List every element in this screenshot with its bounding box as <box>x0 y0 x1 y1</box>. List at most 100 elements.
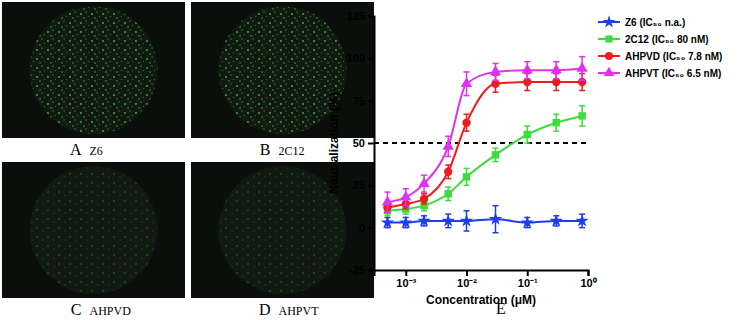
data-point <box>551 64 562 74</box>
error-bar-cap <box>579 80 585 82</box>
data-point <box>523 78 531 86</box>
x-tick: 10⁻² <box>457 270 477 289</box>
error-bar-cap <box>492 205 498 207</box>
x-tick-mark <box>466 270 468 276</box>
y-tick: 100 <box>347 52 374 64</box>
data-point <box>381 216 394 229</box>
axis-line <box>368 17 375 271</box>
micrograph-panel: C AHPVD <box>2 162 185 318</box>
error-bar-cap <box>553 61 559 63</box>
y-tick-mark <box>368 270 374 272</box>
data-point <box>462 118 470 126</box>
error-bar-cap <box>384 227 390 229</box>
y-tick-label: 50 <box>353 137 365 149</box>
x-tick-label: 10⁻¹ <box>518 277 538 289</box>
error-bar-cap <box>579 56 585 58</box>
panel-name: AHPVD <box>90 304 132 318</box>
error-bar-cap <box>524 125 530 127</box>
plot-area <box>374 57 588 233</box>
stained-cells <box>30 166 158 294</box>
error-bar-cap <box>384 191 390 193</box>
error-bar-cap <box>524 142 530 144</box>
y-tick-label: -25 <box>349 264 365 276</box>
x-tick: 10⁻³ <box>396 270 416 289</box>
error-bar-cap <box>403 227 409 229</box>
x-tick-mark <box>405 270 407 276</box>
error-bar-cap <box>579 227 585 229</box>
error-bar <box>403 204 409 214</box>
error-bar-cap <box>464 71 470 73</box>
x-tick-mark <box>527 270 529 276</box>
stained-cells <box>30 6 158 134</box>
error-bar-cap <box>384 212 390 214</box>
data-point <box>578 112 585 119</box>
y-tick-mark <box>368 227 374 229</box>
error-bar-cap <box>464 230 470 232</box>
legend-label: AHPVD (IC₅₀ 7.8 nM) <box>625 51 722 62</box>
series <box>384 106 586 216</box>
micrograph-background <box>2 162 185 298</box>
error-bar-cap <box>464 130 470 132</box>
x-tick: 10⁻¹ <box>518 270 538 289</box>
figure: AZ6B2C12CAHPVDDAHPVT10⁻³10⁻²10⁻¹10⁰-2502… <box>0 0 750 320</box>
error-bar <box>492 148 498 162</box>
error-bar-cap <box>492 80 498 82</box>
y-tick: 0 <box>359 222 374 234</box>
legend-symbol <box>604 67 615 76</box>
error-bar-cap <box>421 191 427 193</box>
legend-label: 2C12 (IC₅₀ 80 nM) <box>625 34 709 45</box>
error-bar-cap <box>421 210 427 212</box>
error-bar-cap <box>403 208 409 210</box>
data-point <box>463 173 470 180</box>
data-point <box>445 190 452 197</box>
error-bar-cap <box>464 185 470 187</box>
error-bar-cap <box>524 227 530 229</box>
data-point <box>550 214 563 227</box>
error-bar-cap <box>553 90 559 92</box>
data-point <box>417 214 430 227</box>
panel-letter: B <box>260 141 271 158</box>
legend-symbol <box>603 15 616 27</box>
error-bar-cap <box>579 125 585 127</box>
y-tick-mark <box>368 58 374 60</box>
data-point <box>400 191 411 201</box>
y-tick-mark <box>368 100 374 102</box>
y-tick-label: 75 <box>353 95 365 107</box>
data-point <box>418 177 429 187</box>
error-bar-cap <box>464 210 470 212</box>
series-line <box>387 68 582 202</box>
legend-label: AHPVT (IC₅₀ 6.5 nM) <box>625 68 721 79</box>
error-bar-cap <box>384 212 390 214</box>
data-point <box>420 195 428 203</box>
y-tick: 75 <box>353 95 374 107</box>
series <box>382 57 588 213</box>
legend-entry: Z6 (IC₅₀ n.a.) <box>598 15 685 27</box>
data-point <box>521 216 534 229</box>
legend-entry: AHPVT (IC₅₀ 6.5 nM) <box>598 67 721 79</box>
error-bar-cap <box>403 213 409 215</box>
data-point <box>492 151 499 158</box>
error-bar-cap <box>421 203 427 205</box>
axis-line <box>375 271 589 277</box>
panel-letter: A <box>70 141 82 158</box>
panel-letter: C <box>71 301 82 318</box>
data-point <box>524 131 531 138</box>
error-bar-cap <box>553 113 559 115</box>
x-tick-mark <box>588 270 590 276</box>
error-bar-cap <box>553 78 559 80</box>
y-tick: 125 <box>347 10 374 22</box>
error-bar-cap <box>579 105 585 107</box>
data-point <box>442 214 455 227</box>
data-point <box>443 140 454 150</box>
y-axis-title: Neutralization (%) <box>327 92 341 193</box>
legend-entry: 2C12 (IC₅₀ 80 nM) <box>598 34 709 45</box>
y-tick-mark <box>368 16 374 18</box>
y-tick-label: 25 <box>353 179 365 191</box>
data-point <box>490 65 501 75</box>
data-point <box>576 62 587 72</box>
data-point <box>552 78 560 86</box>
micrograph-panel: B2C12 <box>191 2 374 158</box>
error-bar-cap <box>524 90 530 92</box>
error-bar-cap <box>492 161 498 163</box>
y-tick: 50 <box>353 137 374 149</box>
